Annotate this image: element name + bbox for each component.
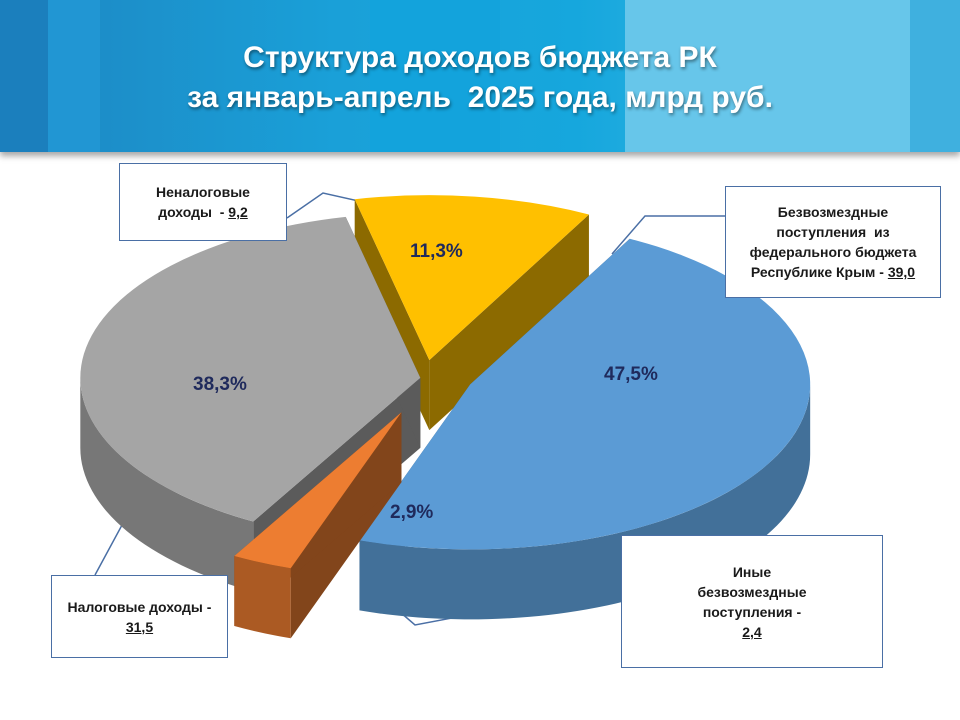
data-label-tax: 38,3% bbox=[193, 374, 247, 395]
slice-other bbox=[234, 412, 402, 639]
callout-tax-line1: Налоговые доходы - bbox=[67, 598, 212, 615]
slice-nontax-top bbox=[354, 195, 589, 361]
callout-federal-value: 39,0 bbox=[887, 264, 916, 280]
title-line-1: Структура доходов бюджета РК bbox=[243, 41, 717, 74]
callout-other-line3: поступления - bbox=[702, 603, 802, 620]
slice-nontax-wall-end bbox=[429, 214, 589, 431]
callout-federal-line2: поступления из bbox=[776, 224, 890, 240]
callout-nontax-value: 9,2 bbox=[228, 204, 248, 220]
callout-federal: Безвозмездные поступления из федеральног… bbox=[725, 186, 941, 298]
callout-nontax-line2: доходы - bbox=[158, 204, 229, 220]
banner-stripe bbox=[370, 0, 500, 152]
callout-tax-value: 31,5 bbox=[125, 618, 154, 635]
chart-title: Структура доходов бюджета РК за январь-а… bbox=[0, 38, 960, 118]
data-label-federal: 47,5% bbox=[604, 364, 658, 385]
callout-other: Иные безвозмездные поступления - 2,4 bbox=[621, 535, 883, 668]
callout-federal-line4: Республике Крым - bbox=[750, 264, 888, 280]
leader-line-federal bbox=[611, 215, 725, 255]
title-line-2: за январь-апрель 2025 года, млрд руб. bbox=[187, 81, 773, 114]
callout-other-line1: Иные bbox=[732, 563, 772, 580]
slice-tax-top bbox=[80, 216, 421, 522]
banner-stripe bbox=[48, 0, 100, 152]
slice-other-top bbox=[234, 412, 402, 569]
banner-stripe bbox=[0, 0, 48, 152]
data-label-other: 2,9% bbox=[390, 502, 434, 523]
data-label-nontax: 11,3% bbox=[410, 241, 463, 262]
slice-tax-side bbox=[80, 377, 254, 592]
callout-federal-line3: федерального бюджета bbox=[749, 244, 917, 260]
callout-other-line2: безвозмездные bbox=[697, 583, 807, 600]
callout-other-value: 2,4 bbox=[742, 623, 762, 640]
callout-tax: Налоговые доходы - 31,5 bbox=[51, 575, 228, 658]
banner-stripe bbox=[625, 0, 910, 152]
slice-federal-top bbox=[359, 238, 811, 550]
slice-other-side bbox=[234, 555, 291, 639]
callout-nontax-line1: Неналоговые bbox=[156, 184, 250, 200]
title-banner: Структура доходов бюджета РК за январь-а… bbox=[0, 0, 960, 152]
callout-federal-line1: Безвозмездные bbox=[777, 204, 889, 220]
banner-stripe bbox=[910, 0, 960, 152]
callout-nontax: Неналоговые доходы - 9,2 bbox=[119, 163, 287, 241]
